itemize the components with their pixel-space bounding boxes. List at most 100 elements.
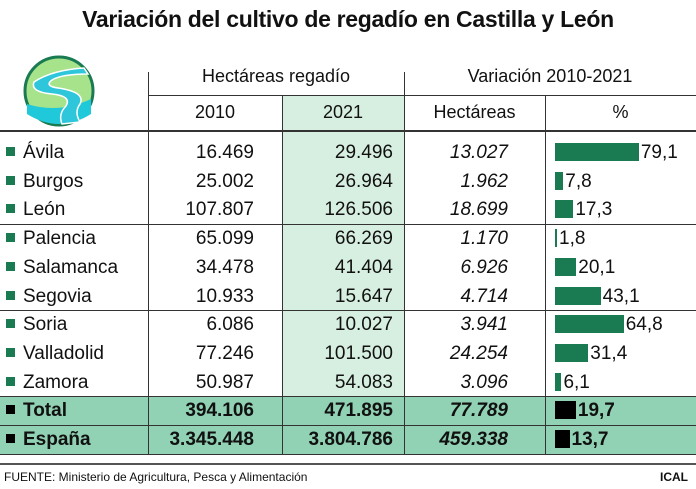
value-2010: 34.478 bbox=[195, 256, 254, 278]
chart-title: Variación del cultivo de regadío en Cast… bbox=[82, 6, 614, 32]
percent-label: 13,7 bbox=[571, 429, 609, 450]
region-name: Valladolid bbox=[23, 342, 104, 364]
bullet-square-icon bbox=[6, 204, 15, 214]
row-label: Ávila bbox=[6, 138, 146, 167]
value-2010: 6.086 bbox=[206, 314, 254, 336]
bullet-square-icon bbox=[6, 290, 15, 300]
header-hectareas: Hectáreas bbox=[433, 102, 516, 122]
bullet-square-icon bbox=[6, 319, 15, 329]
variation-hectares: 24.254 bbox=[449, 342, 508, 364]
region-name: León bbox=[23, 199, 66, 221]
percent-bar bbox=[555, 343, 589, 362]
value-2021: 54.083 bbox=[334, 371, 393, 393]
brand-label: ICAL bbox=[660, 470, 688, 484]
percent-bar bbox=[555, 229, 557, 248]
value-2010: 65.099 bbox=[195, 228, 254, 250]
value-2021: 29.496 bbox=[334, 142, 393, 163]
bullet-square-icon bbox=[6, 175, 15, 185]
percent-bar bbox=[555, 171, 564, 190]
value-2021: 10.027 bbox=[334, 314, 393, 336]
value-2010: 25.002 bbox=[195, 170, 254, 192]
header-percent: % bbox=[612, 102, 629, 122]
region-name: Soria bbox=[23, 314, 68, 336]
row-label: León bbox=[6, 195, 146, 224]
value-2010: 10.933 bbox=[195, 285, 254, 307]
variation-hectares: 77.789 bbox=[449, 400, 508, 422]
region-name: Segovia bbox=[23, 285, 92, 307]
variation-hectares: 3.096 bbox=[460, 371, 508, 393]
row-label: Zamora bbox=[6, 368, 146, 397]
region-name: Burgos bbox=[23, 170, 84, 192]
percent-label: 19,7 bbox=[577, 400, 615, 422]
percent-label: 43,1 bbox=[602, 285, 640, 307]
variation-hectares: 3.941 bbox=[460, 314, 508, 336]
bullet-square-icon bbox=[6, 405, 15, 415]
variation-hectares: 459.338 bbox=[439, 429, 508, 450]
bullet-square-icon bbox=[6, 347, 15, 357]
percent-label: 17,3 bbox=[575, 199, 613, 221]
value-2021: 26.964 bbox=[334, 170, 393, 192]
value-2021: 66.269 bbox=[334, 228, 393, 250]
value-2010: 394.106 bbox=[185, 400, 254, 422]
value-2021: 471.895 bbox=[324, 400, 393, 422]
percent-label: 64,8 bbox=[625, 314, 663, 336]
value-2010: 107.807 bbox=[185, 199, 254, 221]
value-2010: 50.987 bbox=[195, 371, 254, 393]
variation-hectares: 6.926 bbox=[460, 256, 508, 278]
bullet-square-icon bbox=[6, 233, 15, 243]
variation-hectares: 4.714 bbox=[460, 285, 508, 307]
value-2021: 101.500 bbox=[324, 342, 393, 364]
header-variacion: Variación 2010-2021 bbox=[467, 66, 633, 86]
region-name: Total bbox=[23, 400, 67, 422]
percent-label: 31,4 bbox=[590, 342, 628, 364]
value-2010: 77.246 bbox=[195, 342, 254, 364]
header-2021: 2021 bbox=[322, 102, 364, 122]
percent-label: 20,1 bbox=[578, 256, 616, 278]
row-label: Soria bbox=[6, 310, 146, 339]
source-note: FUENTE: Ministerio de Agricultura, Pesca… bbox=[4, 470, 308, 484]
percent-bar bbox=[555, 430, 570, 448]
header-hectareas-regadio: Hectáreas regadío bbox=[201, 66, 351, 86]
percent-label: 1,8 bbox=[559, 228, 586, 250]
region-name: Zamora bbox=[23, 371, 89, 393]
percent-bar bbox=[555, 315, 624, 334]
region-name: Salamanca bbox=[23, 256, 119, 278]
percent-label: 79,1 bbox=[640, 142, 678, 163]
variation-hectares: 1.170 bbox=[460, 228, 508, 250]
row-label: Segovia bbox=[6, 282, 146, 311]
row-label: Burgos bbox=[6, 167, 146, 196]
bullet-square-icon bbox=[6, 434, 15, 443]
percent-bar bbox=[555, 200, 574, 219]
variation-hectares: 13.027 bbox=[449, 142, 508, 163]
percent-bar bbox=[555, 372, 562, 391]
region-name: Palencia bbox=[23, 228, 96, 250]
value-2010: 3.345.448 bbox=[169, 429, 254, 450]
variation-hectares: 18.699 bbox=[449, 199, 508, 221]
bullet-square-icon bbox=[6, 147, 15, 156]
row-label: Salamanca bbox=[6, 253, 146, 282]
bullet-square-icon bbox=[6, 376, 15, 386]
row-label: Palencia bbox=[6, 224, 146, 253]
row-label: España bbox=[6, 425, 146, 454]
header-2010: 2010 bbox=[194, 102, 236, 122]
highlight-column-2021 bbox=[283, 96, 404, 396]
value-2021: 15.647 bbox=[334, 285, 393, 307]
value-2021: 41.404 bbox=[334, 256, 393, 278]
value-2021: 126.506 bbox=[324, 199, 393, 221]
percent-bar bbox=[555, 257, 577, 276]
percent-label: 6,1 bbox=[563, 371, 590, 393]
row-label: Total bbox=[6, 396, 146, 425]
percent-label: 7,8 bbox=[565, 170, 592, 192]
row-label: Valladolid bbox=[6, 339, 146, 368]
region-name: España bbox=[23, 429, 91, 450]
bullet-square-icon bbox=[6, 261, 15, 271]
value-2021: 3.804.786 bbox=[308, 429, 393, 450]
river-icon bbox=[23, 55, 95, 127]
percent-bar bbox=[555, 401, 576, 420]
value-2010: 16.469 bbox=[195, 142, 254, 163]
variation-hectares: 1.962 bbox=[460, 170, 508, 192]
percent-bar bbox=[555, 286, 601, 305]
region-name: Ávila bbox=[23, 142, 65, 163]
percent-bar bbox=[555, 143, 639, 161]
